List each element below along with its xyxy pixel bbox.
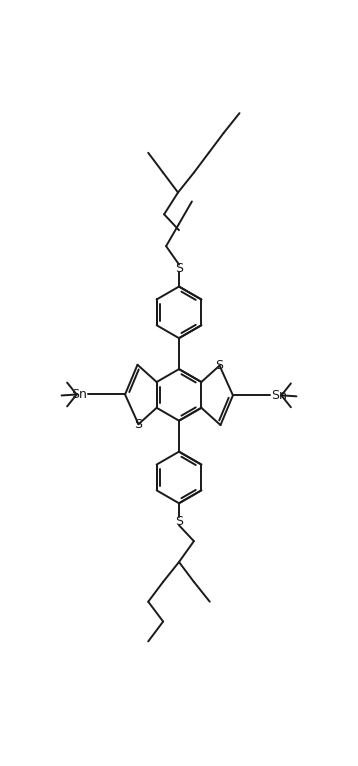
Text: S: S (175, 262, 183, 275)
Text: S: S (216, 359, 223, 372)
Text: Sn: Sn (71, 388, 87, 401)
Text: Sn: Sn (271, 389, 287, 402)
Text: S: S (175, 515, 183, 528)
Text: S: S (135, 417, 142, 430)
